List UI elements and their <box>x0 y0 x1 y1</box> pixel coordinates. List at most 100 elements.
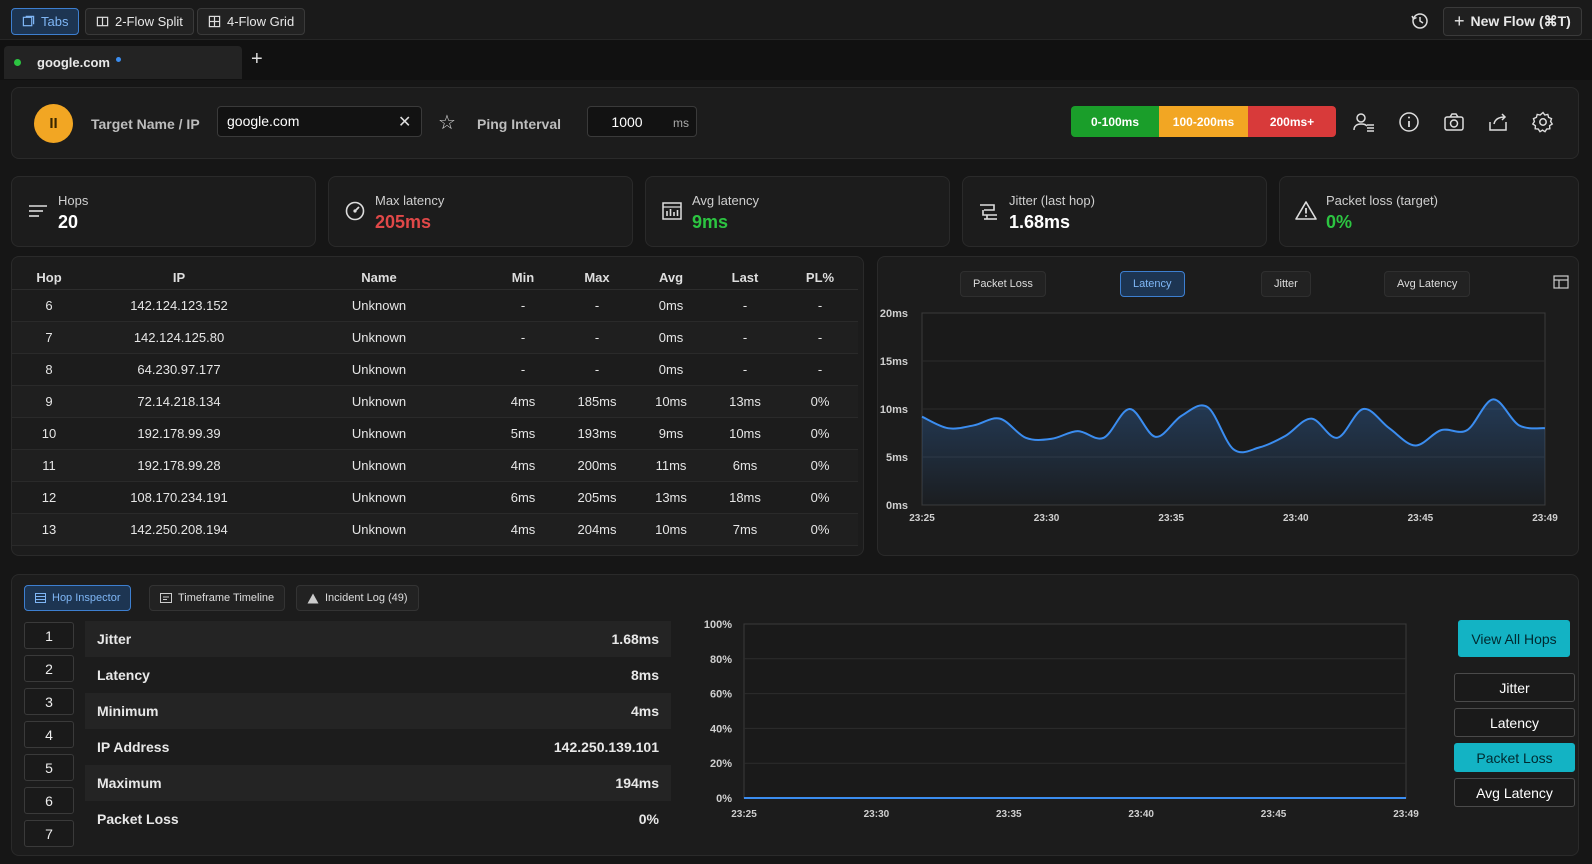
table-row[interactable]: 8 64.230.97.177 Unknown - -0ms - - <box>12 353 858 386</box>
hop-select-3[interactable]: 3 <box>24 688 74 715</box>
detail-value: 142.250.139.101 <box>553 739 659 755</box>
clear-icon[interactable]: ✕ <box>398 114 412 131</box>
table-row[interactable]: 10 192.178.99.39 Unknown 5ms 193ms 9ms 10ms 0% <box>12 417 858 450</box>
new-flow-button[interactable]: + New Flow (⌘T) <box>1443 7 1582 36</box>
cell-pl: 0% <box>782 417 858 450</box>
cell-pl: 0% <box>782 513 858 546</box>
chart-tab-packet-loss[interactable]: Packet Loss <box>960 271 1046 297</box>
hop-select-1[interactable]: 1 <box>24 622 74 649</box>
cell-pl: - <box>782 353 858 386</box>
chart-tab-jitter[interactable]: Jitter <box>1261 271 1311 297</box>
new-flow-label: New Flow (⌘T) <box>1470 13 1571 29</box>
info-icon[interactable] <box>1397 110 1421 134</box>
cell-last: 10ms <box>708 417 782 450</box>
col-avg[interactable]: Avg <box>634 267 708 290</box>
top-toolbar: Tabs 2-Flow Split 4-Flow Grid + New Flow… <box>0 0 1592 40</box>
split-view-button[interactable]: 2-Flow Split <box>85 8 194 35</box>
cell-last: 6ms <box>708 449 782 482</box>
table-row[interactable]: 9 72.14.218.134 Unknown 4ms 185ms 10ms 13ms 0% <box>12 385 858 418</box>
users-list-icon[interactable] <box>1352 110 1376 134</box>
col-pl[interactable]: PL% <box>782 267 858 290</box>
view-all-hops-button[interactable]: View All Hops <box>1458 620 1570 657</box>
camera-icon[interactable] <box>1442 110 1466 134</box>
x-tick-label: 23:49 <box>1393 809 1419 820</box>
metric-jitter-button[interactable]: Jitter <box>1454 673 1575 702</box>
cell-ip: 142.124.125.80 <box>86 321 272 354</box>
x-tick-label: 23:45 <box>1261 809 1287 820</box>
cell-hop: 12 <box>12 481 86 514</box>
hop-select-6[interactable]: 6 <box>24 787 74 814</box>
detail-row-jitter: Jitter 1.68ms <box>85 621 671 657</box>
legend-bad: 200ms+ <box>1248 106 1336 137</box>
col-name[interactable]: Name <box>272 267 486 290</box>
cell-avg: 13ms <box>634 481 708 514</box>
cell-min: 4ms <box>486 385 560 418</box>
hop-select-7[interactable]: 7 <box>24 820 74 847</box>
detail-label: Packet Loss <box>97 811 179 827</box>
metric-latency-button[interactable]: Latency <box>1454 708 1575 737</box>
col-last[interactable]: Last <box>708 267 782 290</box>
cell-ip: 64.230.97.177 <box>86 353 272 386</box>
stat-card-packet-loss: Packet loss (target) 0% <box>1279 176 1579 247</box>
hop-select-5[interactable]: 5 <box>24 754 74 781</box>
history-icon[interactable] <box>1410 11 1430 31</box>
pause-button[interactable]: II <box>34 104 73 143</box>
latency-line <box>921 398 1546 454</box>
cell-max: 185ms <box>560 385 634 418</box>
table-view-icon[interactable] <box>1553 275 1569 289</box>
cell-hop: 6 <box>12 289 86 322</box>
tab-timeframe-timeline[interactable]: Timeframe Timeline <box>149 585 286 611</box>
metric-packet-loss-button[interactable]: Packet Loss <box>1454 743 1575 772</box>
warning-icon <box>307 593 319 603</box>
table-row[interactable]: 7 142.124.125.80 Unknown - -0ms - - <box>12 321 858 354</box>
table-row[interactable]: 11 192.178.99.28 Unknown 4ms 200ms 11ms 6ms 0% <box>12 449 858 482</box>
chart-tab-avg-latency[interactable]: Avg Latency <box>1384 271 1471 297</box>
y-tick-label: 5ms <box>886 452 908 464</box>
cell-max: 200ms <box>560 449 634 482</box>
star-icon[interactable]: ☆ <box>438 112 456 134</box>
tab-incident-log[interactable]: Incident Log (49) <box>296 585 419 611</box>
stat-label: Packet loss (target) <box>1326 193 1438 208</box>
interval-unit: ms <box>673 116 689 130</box>
detail-value: 194ms <box>615 775 659 791</box>
latency-chart: 0ms 5ms 10ms 15ms 20ms 23:25 23:30 23:35 23:40 23… <box>880 308 1558 524</box>
stat-value: 20 <box>58 212 79 232</box>
detail-value: 4ms <box>630 703 659 719</box>
cell-avg: 11ms <box>634 449 708 482</box>
cell-name: Unknown <box>272 513 486 546</box>
cell-min: 5ms <box>486 417 560 450</box>
hop-select-4[interactable]: 4 <box>24 721 74 748</box>
cell-last: 7ms <box>708 513 782 546</box>
metric-avg-latency-button[interactable]: Avg Latency <box>1454 778 1575 807</box>
hop-select-2[interactable]: 2 <box>24 655 74 682</box>
target-input[interactable]: google.com <box>217 106 422 137</box>
tabs-view-button[interactable]: Tabs <box>11 8 80 35</box>
interval-input[interactable]: 1000 ms <box>587 106 697 137</box>
table-row[interactable]: 13 142.250.208.194 Unknown 4ms 204ms 10ms 7ms 0… <box>12 513 858 546</box>
gear-icon[interactable] <box>1531 110 1555 134</box>
col-max[interactable]: Max <box>560 267 634 290</box>
col-ip[interactable]: IP <box>86 267 272 290</box>
detail-row-minimum: Minimum 4ms <box>85 693 671 729</box>
x-tick-label: 23:45 <box>1408 513 1434 524</box>
cell-last: 13ms <box>708 385 782 418</box>
col-min[interactable]: Min <box>486 267 560 290</box>
interval-label: Ping Interval <box>477 116 562 132</box>
col-hop[interactable]: Hop <box>12 267 86 290</box>
y-tick-label: 60% <box>710 689 732 701</box>
table-row[interactable]: 6 142.124.123.152 Unknown - -0ms - - <box>12 289 858 322</box>
add-tab-button[interactable]: + <box>251 48 263 70</box>
flow-tab[interactable]: google.com <box>4 46 242 79</box>
detail-value: 1.68ms <box>611 631 659 647</box>
y-tick-label: 100% <box>704 619 732 631</box>
detail-label: Minimum <box>97 703 159 719</box>
control-panel: II Target Name / IP google.com ✕ ☆ Ping … <box>11 87 1579 159</box>
cell-hop: 10 <box>12 417 86 450</box>
share-icon[interactable] <box>1486 110 1510 134</box>
x-tick-label: 23:25 <box>909 513 935 524</box>
tab-hop-inspector[interactable]: Hop Inspector <box>24 585 132 611</box>
cell-name: Unknown <box>272 321 486 354</box>
table-row[interactable]: 12 108.170.234.191 Unknown 6ms 205ms 13ms 18ms… <box>12 481 858 514</box>
grid-view-button[interactable]: 4-Flow Grid <box>197 8 306 35</box>
chart-tab-latency[interactable]: Latency <box>1120 271 1185 297</box>
